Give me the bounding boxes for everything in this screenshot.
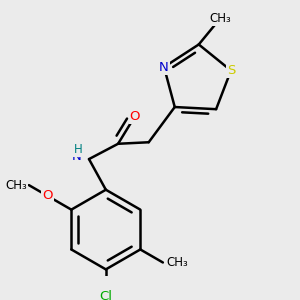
Text: O: O [42, 189, 53, 203]
Text: N: N [159, 61, 169, 74]
Text: CH₃: CH₃ [166, 256, 188, 269]
Text: S: S [227, 64, 235, 77]
Text: Cl: Cl [99, 290, 112, 300]
Text: N: N [72, 149, 81, 163]
Text: CH₃: CH₃ [209, 12, 231, 25]
Text: O: O [130, 110, 140, 123]
Text: CH₃: CH₃ [6, 178, 27, 192]
Text: H: H [74, 143, 82, 156]
